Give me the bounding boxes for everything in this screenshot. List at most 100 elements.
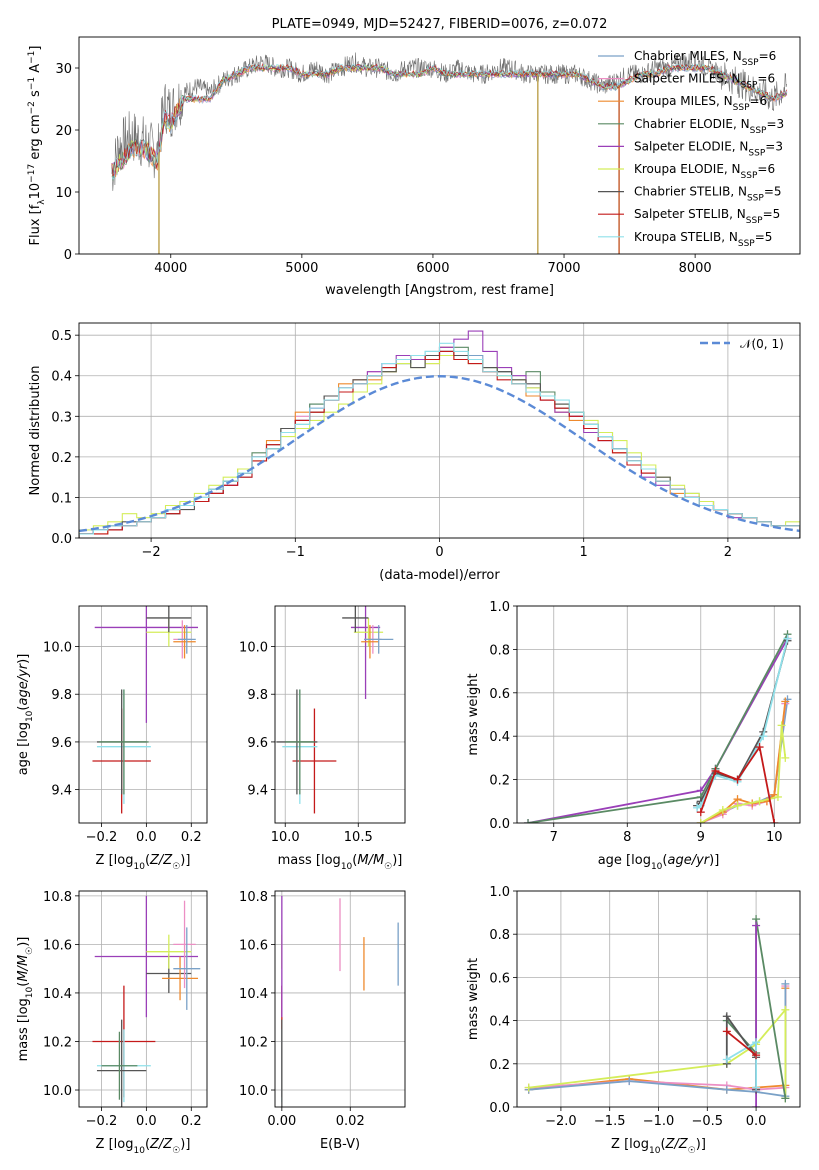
legend-label: Chabrier MILES, NSSP=6 [634, 49, 776, 68]
x-axis-label: mass [log10(M/M☉)] [278, 853, 403, 872]
residuals-panel: −2 −1 0 1 2 0.0 0.1 0.2 0.3 0.4 0.5 (data-model)/er… [28, 322, 801, 583]
y-tick-label: 10.6 [43, 938, 72, 953]
legend-label: Kroupa STELIB, NSSP=5 [634, 230, 772, 249]
x-tick-label: −0.2 [86, 1114, 118, 1129]
x-axis-label: wavelength [Angstrom, rest frame] [325, 283, 554, 298]
y-tick-label: 0.2 [489, 774, 510, 789]
y-tick-label: 10.2 [43, 1035, 72, 1050]
x-tick-label: 1 [580, 545, 588, 560]
y-axis-label: mass weight [466, 673, 481, 755]
x-axis-label: age [log10(age/yr)] [598, 853, 720, 872]
y-tick-label: 0.2 [489, 1058, 510, 1073]
mass-weight-line [527, 638, 789, 823]
y-axis-label: Flux [fλ10−17 erg cm−2 s−1 A−1] [27, 46, 47, 246]
x-tick-label: 10.0 [271, 830, 300, 845]
errorbar-plot-area [92, 606, 199, 814]
y-tick-label: 9.4 [247, 784, 268, 799]
y-tick-label: 10.6 [239, 938, 268, 953]
y-tick-label: 10.4 [239, 987, 268, 1002]
y-axis-label: mass [log10(M/M☉)] [16, 937, 35, 1062]
spectrum-panel: 4000 5000 6000 7000 8000 0 10 20 30 PLATE=0949, M… [27, 17, 801, 298]
y-tick-label: 9.4 [51, 784, 72, 799]
x-tick-label: 10.5 [344, 830, 373, 845]
y-tick-label: 0.6 [489, 687, 510, 702]
mass-vs-Z-panel: −0.2 0.0 0.2 10.0 10.2 10.4 10.6 10.8 Z [log10(Z… [16, 890, 208, 1156]
y-tick-label: 0.0 [51, 532, 72, 547]
y-axis-label: age [log10(age/yr)] [16, 654, 35, 776]
legend-label: Salpeter ELODIE, NSSP=3 [634, 139, 783, 158]
model-spectrum-line [111, 63, 788, 180]
y-tick-label: 30 [55, 62, 72, 77]
y-tick-label: 9.8 [247, 688, 268, 703]
y-tick-label: 20 [55, 124, 72, 139]
x-tick-label: 8 [623, 830, 631, 845]
x-tick-label: 0.0 [746, 1114, 767, 1129]
x-tick-label: −1 [286, 545, 305, 560]
x-tick-label: −0.2 [86, 830, 118, 845]
x-tick-label: 0.00 [267, 1114, 296, 1129]
axes-frame [78, 605, 208, 824]
y-tick-label: 1.0 [489, 600, 510, 615]
y-tick-label: 0.6 [489, 971, 510, 986]
spectrum-plot-area [111, 52, 788, 254]
y-tick-label: 0.8 [489, 643, 510, 658]
mass-weight-line [528, 988, 787, 1091]
y-tick-label: 1.0 [489, 885, 510, 900]
axes-frame [274, 605, 406, 824]
y-axis-label: Normed distribution [28, 366, 43, 496]
y-axis-label: mass weight [466, 958, 481, 1040]
x-tick-label: 0.0 [136, 1114, 157, 1129]
x-tick-label: −2 [142, 545, 161, 560]
axes-frame [78, 890, 208, 1108]
legend-label: 𝒩(0, 1) [740, 337, 784, 351]
y-tick-label: 9.6 [51, 736, 72, 751]
age-vs-mass-panel: 10.0 10.5 9.4 9.6 9.8 10.0 mass [log10(M/M☉)] [239, 605, 406, 872]
residuals-plot-area [79, 330, 800, 538]
y-tick-label: 10.8 [43, 890, 72, 905]
mass-weight-line [528, 986, 787, 1091]
y-tick-label: 0.0 [489, 817, 510, 832]
x-axis-label: Z [log10(Z/Z☉)] [96, 1137, 191, 1156]
y-tick-label: 9.6 [247, 736, 268, 751]
x-tick-label: −1.0 [643, 1114, 675, 1129]
x-tick-label: 7000 [547, 261, 580, 276]
legend-label: Salpeter STELIB, NSSP=5 [634, 207, 780, 226]
legend-label: Chabrier ELODIE, NSSP=3 [634, 117, 784, 136]
y-tick-label: 0 [64, 248, 72, 263]
y-tick-label: 0.0 [489, 1101, 510, 1116]
x-tick-label: 9 [697, 830, 705, 845]
errorbar-plot-area [276, 606, 394, 814]
errorbar-plot-area [281, 895, 399, 1107]
weight-vs-age-panel: 7 8 9 10 0.0 0.2 0.4 0.6 0.8 1.0 age [log10(age/yr… [466, 600, 801, 872]
x-axis-label: E(B-V) [320, 1137, 360, 1152]
x-tick-label: 0.2 [181, 830, 202, 845]
x-tick-label: 6000 [416, 261, 449, 276]
y-tick-label: 10.4 [43, 987, 72, 1002]
mass-weight-line [528, 983, 787, 1098]
x-tick-label: −2.0 [545, 1114, 577, 1129]
y-tick-label: 10.0 [239, 641, 268, 656]
y-tick-label: 0.4 [489, 730, 510, 745]
x-tick-label: 0.2 [181, 1114, 202, 1129]
x-axis-label: Z [log10(Z/Z☉)] [611, 1137, 706, 1156]
x-tick-label: 7 [550, 830, 558, 845]
x-tick-label: 0.02 [336, 1114, 365, 1129]
x-axis-label: Z [log10(Z/Z☉)] [96, 853, 191, 872]
y-tick-label: 0.4 [51, 370, 72, 385]
y-tick-label: 10.8 [239, 890, 268, 905]
mass-vs-ebv-panel: 0.00 0.02 10.0 10.2 10.4 10.6 10.8 E(B-V) [239, 890, 406, 1152]
y-tick-label: 0.8 [489, 928, 510, 943]
axes-frame [516, 605, 801, 824]
x-axis-label: (data-model)/error [379, 568, 500, 583]
x-tick-label: 0 [435, 545, 443, 560]
x-tick-label: 0.0 [136, 830, 157, 845]
mass-weight-line [527, 633, 789, 823]
x-tick-label: −0.5 [692, 1114, 724, 1129]
legend-label: Salpeter MILES, NSSP=6 [634, 72, 775, 91]
legend-label: Kroupa ELODIE, NSSP=6 [634, 162, 775, 181]
y-tick-label: 9.8 [51, 688, 72, 703]
y-tick-label: 10.0 [43, 1084, 72, 1099]
x-tick-label: 4000 [154, 261, 187, 276]
chart-title: PLATE=0949, MJD=52427, FIBERID=0076, z=0… [272, 17, 608, 32]
